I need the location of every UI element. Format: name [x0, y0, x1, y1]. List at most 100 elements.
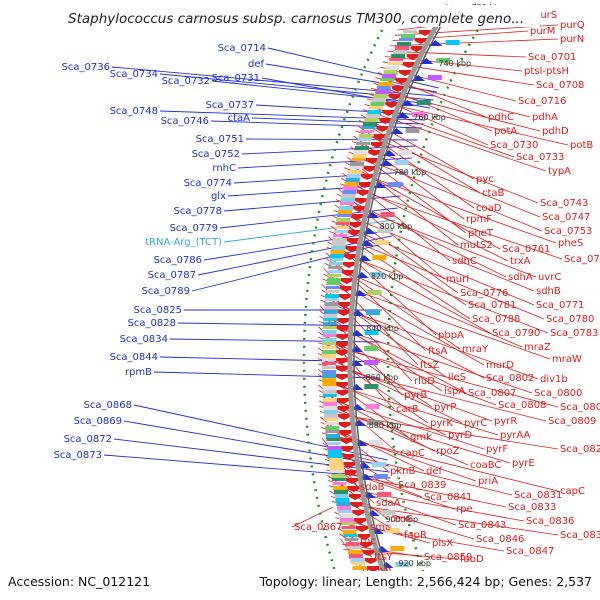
gene-block — [322, 346, 337, 349]
gene-block — [324, 422, 339, 425]
minus-strand-arrow — [346, 238, 359, 244]
minus-strand-arrow — [410, 46, 423, 52]
label-leader-line — [319, 310, 443, 392]
gene-block — [365, 114, 380, 118]
right-gene-label: mutS2 — [460, 240, 493, 251]
right-gene-label: ctaB — [482, 188, 505, 199]
minus-strand-arrow — [356, 526, 368, 532]
gene-block — [324, 298, 339, 301]
gene-block — [373, 474, 388, 479]
right-gene-label: Sca_0841 — [424, 492, 472, 503]
gene-block — [322, 394, 337, 397]
right-gene-label: mraZ — [524, 342, 551, 353]
right-gene-label: Sca_0846 — [476, 534, 524, 545]
gene-block — [322, 350, 337, 355]
label-leader-line — [346, 156, 459, 246]
right-gene-label: Sca_0803 — [560, 402, 600, 413]
label-leader-line — [318, 395, 485, 450]
minus-strand-arrow — [347, 486, 360, 492]
label-leader-line — [317, 363, 547, 422]
kbp-tick-label: 800 kbp — [380, 222, 413, 231]
gene-block — [335, 498, 350, 503]
minus-strand-arrow — [336, 390, 349, 396]
label-leader-line — [241, 145, 416, 155]
kbp-tick-label: 760 kbp — [413, 113, 446, 122]
gene-block — [416, 100, 431, 105]
minus-strand-features — [322, 30, 431, 572]
label-leader-line — [353, 135, 465, 220]
gene-block — [405, 128, 420, 133]
kbp-tick-label: 820 kbp — [371, 272, 404, 281]
gene-block — [380, 212, 395, 217]
gene-block — [351, 562, 366, 565]
gene-block — [323, 410, 338, 415]
right-gene-label: typA — [548, 166, 571, 177]
left-gene-label: Sca_0731 — [212, 73, 260, 84]
minus-strand-arrow — [365, 158, 378, 164]
gene-block — [348, 166, 363, 169]
right-gene-label: Sca_0831 — [514, 490, 562, 501]
left-gene-label: Sca_0748 — [110, 106, 158, 117]
left-gene-label: Sca_0774 — [184, 178, 232, 189]
gene-block — [322, 354, 336, 358]
gene-block — [336, 218, 351, 222]
minus-strand-arrow — [399, 70, 412, 76]
right-gene-label: lspA — [444, 386, 465, 397]
gene-block — [323, 314, 338, 318]
minus-strand-arrow — [338, 422, 351, 428]
label-leader-line — [328, 236, 437, 336]
right-gene-label: Sca_0847 — [506, 546, 554, 557]
right-gene-label: recG — [390, 514, 413, 525]
label-leader-line — [245, 138, 418, 141]
right-gene-label: mraW — [552, 354, 582, 365]
gene-block — [330, 250, 345, 255]
minus-strand-arrow — [337, 398, 349, 404]
minus-strand-arrow — [338, 302, 351, 308]
gene-block — [363, 122, 377, 126]
gene-block — [352, 566, 367, 570]
minus-strand-arrow — [340, 278, 353, 284]
minus-strand-arrow — [357, 190, 369, 196]
gene-block — [323, 406, 338, 411]
gene-block — [373, 94, 388, 99]
label-leader-line — [319, 411, 559, 450]
right-gene-label: coaBC — [470, 460, 501, 471]
minus-strand-arrow — [348, 230, 361, 236]
minus-strand-arrow — [367, 566, 380, 572]
gene-block — [377, 228, 392, 233]
gene-block — [334, 230, 348, 233]
gene-block — [350, 558, 365, 563]
gene-block — [323, 322, 337, 325]
right-gene-label: capC — [560, 486, 585, 497]
left-gene-label: Sca_0714 — [218, 43, 266, 54]
label-leader-line — [177, 322, 381, 327]
gene-block — [323, 318, 338, 321]
minus-strand-arrow — [373, 134, 386, 140]
label-leader-line — [375, 77, 531, 118]
minus-strand-arrow — [345, 246, 358, 252]
right-gene-label: sdaA — [376, 498, 401, 509]
gene-block — [387, 62, 402, 65]
minus-strand-arrow — [343, 462, 356, 468]
gene-block — [364, 360, 378, 365]
gene-block — [395, 562, 410, 567]
gene-block — [328, 266, 343, 269]
gene-block — [325, 430, 340, 433]
gene-block — [338, 514, 353, 519]
right-gene-label: Sca_0833 — [508, 502, 556, 513]
gene-block — [332, 482, 347, 485]
right-gene-label: murI — [446, 274, 469, 285]
inner-tick-track — [386, 29, 479, 600]
minus-strand-arrow — [352, 510, 365, 516]
minus-strand-arrow — [336, 350, 349, 356]
gene-block — [334, 494, 349, 498]
label-leader-line — [318, 342, 559, 408]
label-leader-line — [321, 427, 477, 482]
gene-block — [397, 150, 412, 155]
left-gene-label: Sca_0751 — [196, 134, 244, 145]
minus-strand-arrow — [342, 262, 355, 268]
gene-block — [394, 160, 409, 165]
left-gene-label: Sca_0873 — [54, 450, 102, 461]
gene-block — [337, 214, 352, 217]
